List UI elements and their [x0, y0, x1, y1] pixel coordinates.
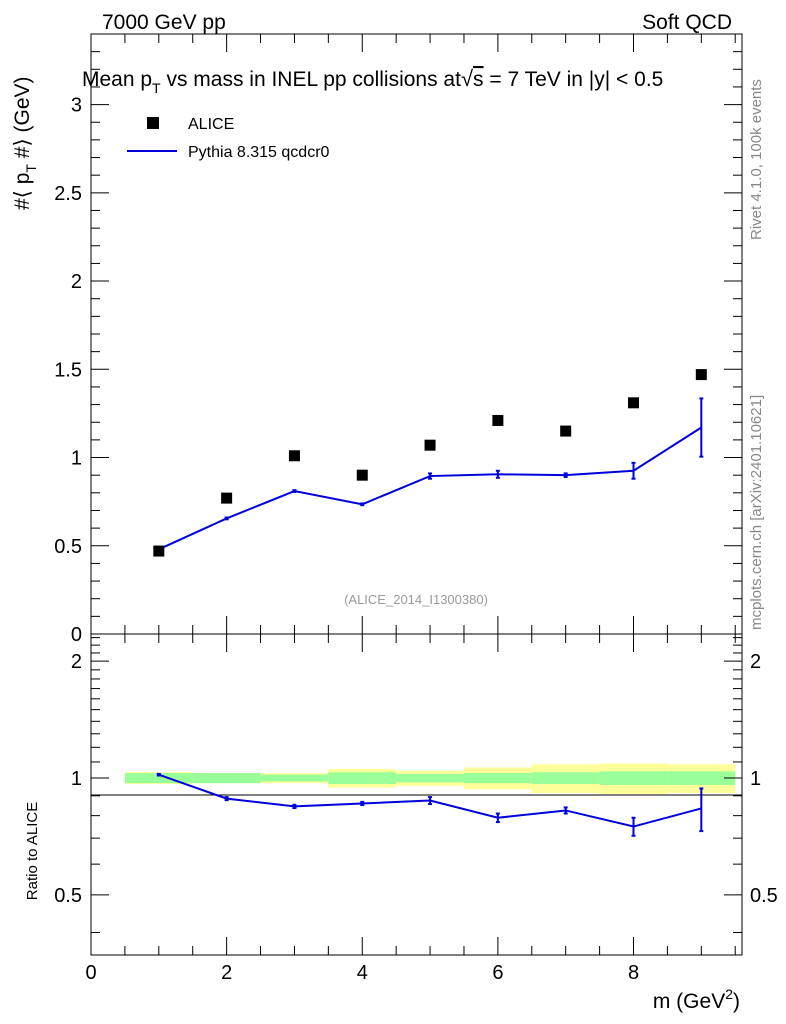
alice-point [153, 545, 165, 557]
alice-point [221, 492, 233, 504]
band-inner [463, 773, 532, 784]
alice-point [628, 397, 639, 409]
legend-pythia-label: Pythia 8.315 qcdcr0 [188, 144, 330, 161]
ratio-x-ticks: 0 2 4 6 8 [85, 634, 736, 984]
ratio-y-ticks: 0.5 0.5 1 1 2 2 [54, 637, 778, 933]
ratio-y-tick-label: 1 [71, 768, 82, 790]
mcplots-label: mcplots.cern.ch [arXiv:2401.10621] [748, 395, 765, 630]
ratio-series [156, 772, 704, 837]
ratio-y-axis-label: Ratio to ALICE [24, 802, 41, 900]
band-inner [396, 773, 464, 783]
band-inner [667, 771, 736, 785]
alice-point [288, 450, 300, 462]
ratio-y-tick-label-right: 2 [750, 651, 761, 673]
ratio-frame [90, 633, 743, 956]
analysis-id-label: (ALICE_2014_I1300380) [344, 592, 488, 607]
alice-point [695, 369, 707, 381]
uncertainty-bands [124, 763, 736, 794]
band-inner [531, 772, 600, 785]
ratio-y-tick-label-right: 0.5 [750, 885, 778, 907]
ratio-y-tick-label-right: 1 [750, 768, 761, 790]
x-axis-label: m (GeV2) [653, 986, 740, 1013]
band-inner [192, 773, 261, 784]
y-tick-label: 1 [71, 448, 82, 470]
main-y-ticks: 0 0.5 1 1.5 2 2.5 3 [54, 33, 742, 646]
alice-data-series [153, 369, 707, 557]
band-inner [260, 774, 329, 782]
header-left: 7000 GeV pp [102, 11, 226, 34]
y-tick-label: 3 [71, 95, 82, 117]
alice-point [424, 439, 436, 451]
band-inner [599, 771, 668, 785]
alice-point [560, 425, 572, 437]
x-tick-label: 8 [628, 962, 639, 984]
y-tick-label: 2 [71, 271, 82, 293]
main-title: Mean pT vs mass in INEL pp collisions at… [82, 66, 663, 96]
legend-alice-label: ALICE [188, 116, 234, 133]
mc-line-series [156, 397, 704, 552]
alice-point [492, 414, 504, 426]
ratio-y-tick-label: 2 [71, 651, 82, 673]
x-tick-label: 0 [85, 962, 96, 984]
y-tick-label: 2.5 [54, 183, 82, 205]
y-tick-label: 0 [71, 624, 82, 646]
x-tick-label: 4 [357, 962, 368, 984]
rivet-label: Rivet 4.1.0, 100k events [748, 79, 765, 240]
ratio-y-tick-label: 0.5 [54, 885, 82, 907]
x-tick-label: 2 [221, 962, 232, 984]
band-inner [328, 772, 397, 785]
x-tick-label: 6 [492, 962, 503, 984]
band-inner [124, 773, 193, 784]
legend-alice-marker [147, 117, 159, 129]
main-y-axis-label: #⟨ pT #⟩ (GeV) [11, 76, 39, 210]
y-tick-label: 0.5 [54, 536, 82, 558]
y-tick-label: 1.5 [54, 359, 82, 381]
alice-point [356, 469, 368, 481]
header-right: Soft QCD [642, 11, 732, 34]
